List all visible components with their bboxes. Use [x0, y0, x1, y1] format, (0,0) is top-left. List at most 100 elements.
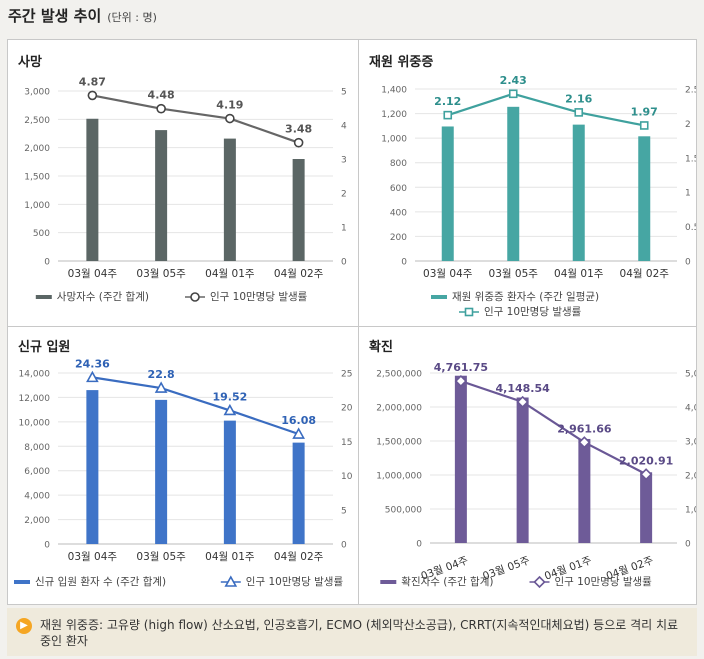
y-left-tick-label: 200 — [390, 233, 407, 243]
bar — [155, 130, 168, 261]
speaker-icon: ▶ — [16, 618, 32, 634]
data-label: 3.48 — [285, 123, 312, 136]
legend-bar-label: 사망자수 (주간 합계) — [57, 291, 149, 303]
y-right-tick-label: 0.5 — [685, 223, 696, 233]
data-label: 4.48 — [148, 89, 175, 102]
line-point — [454, 374, 468, 388]
bar — [516, 397, 529, 543]
line-point — [154, 381, 168, 393]
y-right-tick-label: 2.5 — [685, 86, 696, 96]
y-right-tick-label: 25 — [341, 370, 352, 380]
y-left-tick-label: 2,500 — [24, 116, 50, 126]
page-header: 주간 발생 추이 (단위 : 명) — [8, 5, 157, 29]
chart-panel-confirmed: 확진 0 500,000 1,000,000 1,500,000 2,000,000 2,5… — [359, 327, 696, 604]
y-right-tick-label: 4,000 — [685, 404, 696, 414]
data-label: 24.36 — [75, 357, 110, 370]
line-point — [87, 90, 98, 101]
y-left-tick-label: 1,000 — [24, 201, 50, 211]
x-tick-label: 03월 05주 — [489, 268, 539, 280]
y-left-tick-label: 14,000 — [19, 370, 51, 380]
legend-line-label: 인구 10만명당 발생률 — [555, 576, 653, 588]
y-right-tick-label: 0 — [685, 258, 691, 268]
y-right-tick-label: 0 — [341, 258, 347, 268]
charts-frame: 사망 0 500 1,000 1,500 2,000 2,500 3,000 0 1 2 3 4 5 03월… — [7, 39, 697, 605]
y-left-tick-label: 0 — [44, 541, 50, 551]
legend-line-label: 인구 10만명당 발생률 — [484, 306, 582, 318]
data-label: 2,020.91 — [619, 454, 673, 467]
x-tick-label: 03월 04주 — [68, 268, 118, 280]
chart-admissions: 신규 입원 0 2,000 4,000 6,000 8,000 10,000 12,000 14… — [14, 340, 353, 588]
y-left-tick-label: 1,200 — [381, 110, 407, 120]
bar — [640, 472, 653, 543]
footnote-text: 재원 위중증: 고유량 (high flow) 산소요법, 인공호흡기, ECM… — [40, 618, 679, 648]
legend-bar-label: 신규 입원 환자 수 (주간 합계) — [35, 575, 166, 588]
legend-line-marker — [224, 575, 238, 587]
x-tick-label: 03월 05주 — [136, 268, 186, 280]
y-left-tick-label: 0 — [401, 258, 407, 268]
line-point — [639, 468, 653, 481]
y-right-tick-label: 3 — [341, 156, 347, 166]
y-left-tick-label: 10,000 — [19, 418, 51, 428]
legend-line-marker — [464, 307, 474, 317]
chart-title: 사망 — [18, 54, 42, 70]
y-left-tick-label: 4,000 — [24, 492, 50, 502]
footnote: ▶ 재원 위중증: 고유량 (high flow) 산소요법, 인공호흡기, E… — [7, 608, 697, 656]
series-line — [447, 92, 645, 127]
y-right-tick-label: 2 — [685, 120, 691, 130]
chart-title: 확진 — [369, 339, 393, 355]
y-right-tick-label: 2 — [341, 190, 347, 200]
y-left-tick-label: 0 — [416, 540, 422, 550]
chart-panel-admissions: 신규 입원 0 2,000 4,000 6,000 8,000 10,000 12,000 14… — [8, 327, 358, 604]
data-label: 4.87 — [79, 75, 106, 88]
legend-bar-swatch — [431, 295, 447, 299]
line-point — [639, 121, 649, 130]
y-left-tick-label: 800 — [390, 159, 407, 169]
legend-line-label: 인구 10만명당 발생률 — [246, 576, 344, 588]
bar — [572, 124, 585, 261]
x-tick-label: 04월 02주 — [274, 551, 324, 563]
x-tick-label: 04월 01주 — [205, 551, 255, 563]
x-tick-label: 04월 01주 — [205, 268, 255, 280]
y-right-tick-label: 1,000 — [685, 506, 696, 516]
y-left-tick-label: 2,000,000 — [376, 404, 422, 414]
bar — [441, 126, 454, 261]
y-left-tick-label: 1,000,000 — [376, 472, 422, 482]
data-label: 16.08 — [281, 414, 316, 427]
bar — [155, 399, 168, 544]
legend-bar-swatch — [380, 580, 397, 584]
y-left-tick-label: 8,000 — [24, 443, 50, 453]
legend-line-marker — [190, 292, 200, 302]
chart-panel-deaths: 사망 0 500 1,000 1,500 2,000 2,500 3,000 0 1 2 3 4 5 03월… — [8, 40, 358, 326]
line-point — [156, 103, 166, 114]
y-left-tick-label: 1,500,000 — [376, 438, 422, 448]
data-label: 1.97 — [631, 105, 658, 118]
bar — [86, 118, 99, 262]
x-tick-label: 04월 02주 — [620, 268, 670, 280]
y-left-tick-label: 12,000 — [19, 394, 51, 404]
chart-title: 신규 입원 — [18, 340, 70, 355]
y-right-tick-label: 1.5 — [685, 154, 696, 164]
line-point — [516, 395, 529, 409]
bar — [578, 438, 591, 543]
line-point — [293, 137, 304, 148]
y-right-tick-label: 4 — [341, 122, 347, 132]
series-line — [460, 380, 647, 476]
x-tick-label: 04월 01주 — [554, 268, 604, 280]
bar — [223, 420, 236, 544]
data-label: 2.12 — [434, 95, 461, 108]
line-point — [292, 427, 305, 439]
y-right-tick-label: 1 — [685, 189, 691, 199]
data-label: 2.16 — [565, 92, 592, 105]
x-tick-label: 03월 05주 — [136, 551, 186, 563]
line-point — [508, 89, 518, 99]
bar — [292, 159, 305, 261]
page-title: 주간 발생 추이 — [8, 7, 102, 25]
y-right-tick-label: 5 — [341, 88, 347, 98]
y-left-tick-label: 500 — [33, 229, 50, 239]
bar — [638, 136, 651, 261]
y-left-tick-label: 1,500 — [24, 173, 50, 183]
chart-confirmed: 확진 0 500,000 1,000,000 1,500,000 2,000,000 2,5… — [369, 339, 696, 589]
legend-bar-swatch — [35, 295, 52, 299]
data-label: 4,148.54 — [495, 382, 550, 395]
y-right-tick-label: 15 — [341, 438, 352, 448]
